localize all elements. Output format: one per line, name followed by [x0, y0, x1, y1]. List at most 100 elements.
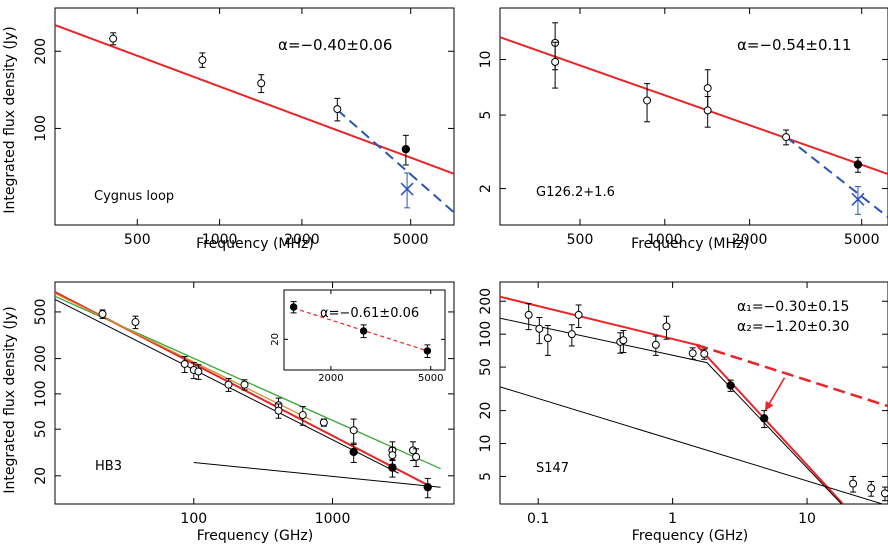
x-axis-label: Frequency (GHz): [197, 528, 313, 544]
alpha-2-annotation: α₂=−1.20±0.30: [737, 319, 849, 335]
filled-data-point: [349, 442, 358, 463]
open-circle-marker: [881, 489, 888, 498]
open-circle-marker: [224, 380, 233, 389]
open-circle-marker: [703, 84, 712, 93]
panel-frame: [54, 281, 455, 505]
open-data-point: [703, 96, 712, 128]
y-axis-label: Integrated flux density (Jy): [2, 26, 18, 213]
panel-s147: 0.1 1 10 5 10 20 50 100 200 α₁=−0.30±0.15 α₂=−1…: [478, 281, 888, 544]
inset-alpha-annotation: α=−0.61±0.06: [320, 306, 419, 321]
y-tick-label: 200: [33, 345, 49, 372]
inset-x-axis-ticks: 2000 5000: [318, 290, 443, 384]
open-circle-marker: [333, 105, 342, 114]
y-axis-ticks: 2 5 10: [478, 51, 888, 193]
y-tick-label: 5: [478, 111, 494, 120]
y-tick-label: 100: [33, 381, 49, 408]
open-data-point: [700, 348, 709, 360]
open-data-point: [412, 448, 421, 468]
y-axis-ticks: 5 10 20 50 100 200: [478, 288, 888, 481]
open-circle-marker: [388, 451, 397, 460]
panel-frame: [54, 7, 455, 226]
filled-data-point: [423, 344, 432, 358]
y-tick-label: 50: [33, 420, 49, 438]
open-circle-marker: [257, 79, 266, 88]
open-circle-marker: [543, 334, 552, 343]
open-data-point: [849, 475, 858, 493]
open-circle-marker: [319, 418, 328, 427]
open-data-point: [274, 403, 283, 419]
filled-data-point: [423, 477, 432, 499]
data-points: [524, 303, 888, 502]
x-axis-label: Frequency (MHz): [196, 236, 314, 252]
open-circle-marker: [619, 336, 628, 345]
x-tick-label: 1000: [647, 232, 683, 248]
x-tick-label: 1000: [202, 232, 238, 248]
open-circle-marker: [849, 479, 858, 488]
open-data-point: [98, 309, 107, 319]
open-circle-marker: [412, 452, 421, 461]
open-data-point: [651, 335, 660, 356]
filled-circle-marker: [359, 327, 368, 335]
open-circle-marker: [535, 324, 544, 333]
open-data-point: [194, 364, 203, 380]
filled-data-point: [359, 324, 368, 339]
alpha-annotation: α=−0.54±0.11: [737, 36, 851, 54]
open-data-point: [240, 379, 249, 391]
y-tick-label: 500: [33, 299, 49, 326]
open-data-point: [224, 378, 233, 392]
blue-dashed-line: [785, 136, 888, 218]
open-circle-marker: [131, 318, 140, 327]
source-name: HB3: [95, 459, 122, 474]
open-data-point: [535, 317, 544, 345]
filled-data-point: [401, 134, 411, 166]
open-circle-marker: [409, 446, 418, 455]
alpha-annotation: α=−0.40±0.06: [278, 36, 392, 54]
data-points: [98, 309, 432, 499]
x-axis-ticks: 500 1000 2000 5000: [567, 8, 880, 248]
panel-frame: [499, 7, 888, 226]
blue-dashed-line: [336, 109, 454, 214]
open-data-point: [180, 356, 189, 374]
open-data-point: [881, 486, 888, 502]
open-circle-marker: [703, 106, 712, 115]
y-axis-ticks: 20 50 100 200 500: [33, 299, 454, 485]
open-circle-marker: [298, 411, 307, 420]
x-tick-label: 5000: [844, 232, 880, 248]
y-tick-label: 100: [478, 321, 494, 348]
y-tick-label: 10: [478, 51, 494, 69]
black-model-line: [193, 462, 441, 488]
filled-circle-marker: [726, 381, 735, 390]
open-circle-marker: [98, 310, 107, 319]
filled-circle-marker: [423, 482, 432, 492]
open-data-point: [349, 418, 358, 446]
red-fit-line: [55, 24, 454, 175]
open-data-point: [319, 418, 328, 427]
open-circle-marker: [274, 406, 283, 415]
source-name: Cygnus loop: [94, 189, 174, 204]
filled-data-point: [388, 459, 397, 478]
filled-circle-marker: [388, 463, 397, 472]
y-tick-label: 50: [478, 358, 494, 376]
y-tick-label: 2: [478, 184, 494, 193]
x-tick-label: 1000: [315, 511, 351, 527]
y-axis-ticks: 100 200: [33, 38, 454, 142]
open-data-point: [867, 480, 876, 497]
cross-marker: [400, 182, 414, 196]
open-circle-marker: [180, 359, 189, 368]
red-fit-line: [500, 36, 888, 175]
fit-lines: [500, 36, 888, 218]
x-tick-label: 2000: [732, 232, 768, 248]
open-data-point: [567, 324, 576, 347]
filled-circle-marker: [423, 347, 432, 355]
red-dashed-line: [695, 343, 888, 408]
open-circle-marker: [643, 96, 652, 105]
open-circle-marker: [574, 310, 583, 319]
data-points: [551, 22, 865, 215]
black-model-line: [500, 386, 885, 504]
panel-cygnus-loop: 500 1000 2000 5000 100 200 α=−0.40±0.06 Cygn…: [2, 7, 455, 252]
cross-data-point: [851, 186, 865, 215]
cross-marker: [851, 192, 865, 206]
open-data-point: [543, 325, 552, 356]
open-data-point: [131, 315, 140, 330]
